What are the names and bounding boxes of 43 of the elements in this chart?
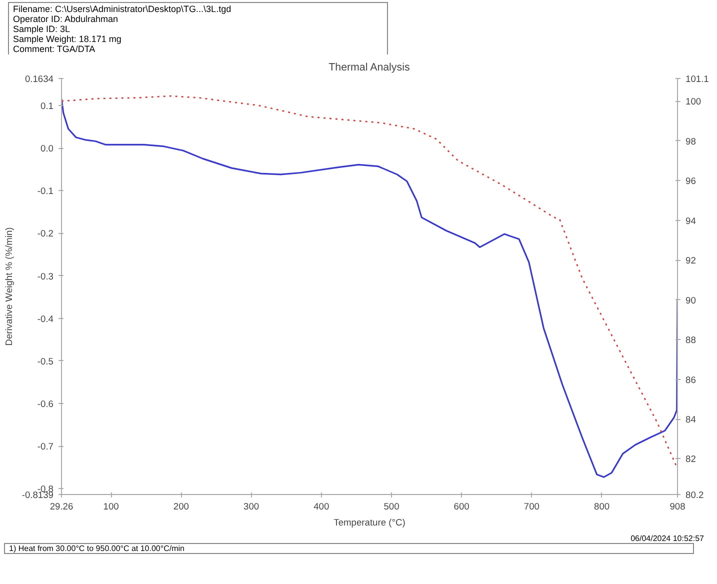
- x-tick-label: 600: [454, 502, 470, 512]
- text: Sample ID: 3L: [13, 24, 70, 34]
- y-tick-label: 0.1: [40, 100, 54, 111]
- text: Filename: C:\Users\Administrator\Desktop\TG...\3L.tgd: [13, 4, 232, 14]
- y-tick-label: -0.1: [37, 186, 54, 196]
- y2-tick-label: 94: [686, 216, 696, 226]
- x-tick-label: 300: [244, 502, 260, 512]
- x-axis-title: Temperature (°C): [334, 518, 406, 528]
- y2-tick-label: 82: [686, 454, 696, 464]
- y2-tick-label: 90: [686, 295, 696, 306]
- y-tick-label: 0.1634: [24, 74, 54, 84]
- x-tick-label: 800: [594, 502, 610, 512]
- y-tick-label: -0.2: [37, 228, 54, 239]
- y2-tick-label: 80.2: [686, 490, 704, 500]
- y2-tick-label: 101.1: [686, 74, 709, 84]
- x-tick-label: 400: [314, 502, 330, 512]
- x-tick-label: 908: [670, 502, 686, 512]
- y2-tick-label: 98: [686, 136, 696, 146]
- chart-title: Thermal Analysis: [328, 62, 410, 74]
- x-tick-label: 700: [524, 502, 540, 512]
- text: Sample Weight: 18.171 mg: [13, 34, 122, 44]
- y2-tick-label: 88: [686, 335, 696, 346]
- text: 1) Heat from 30.00°C to 950.00°C at 10.00°C/min: [4, 543, 694, 554]
- y-tick-label: 0.0: [40, 144, 54, 154]
- text: Comment: TGA/DTA: [13, 44, 96, 54]
- y-tick-label: -0.8139: [22, 490, 54, 500]
- y2-tick-label: 96: [686, 176, 696, 186]
- y2-tick-label: 92: [686, 256, 696, 266]
- text: Operator ID: Abdulrahman: [13, 14, 118, 24]
- y2-tick-label: 86: [686, 374, 696, 385]
- x-tick-label: 29.26: [50, 502, 74, 512]
- y-tick-label: -0.6: [37, 398, 54, 409]
- y-tick-label: -0.3: [37, 271, 54, 282]
- y2-tick-label: 84: [686, 414, 696, 425]
- x-tick-label: 100: [103, 502, 119, 512]
- y-tick-label: -0.7: [37, 442, 54, 452]
- x-tick-label: 500: [384, 502, 400, 512]
- y-axis-title: Derivative Weight % (%/min): [4, 227, 14, 346]
- y2-tick-label: 100: [686, 96, 702, 107]
- x-tick-label: 200: [173, 502, 189, 512]
- y-tick-label: -0.4: [37, 314, 54, 324]
- text: 06/04/2024 10:52:57: [630, 534, 704, 543]
- y-tick-label: -0.5: [37, 356, 54, 366]
